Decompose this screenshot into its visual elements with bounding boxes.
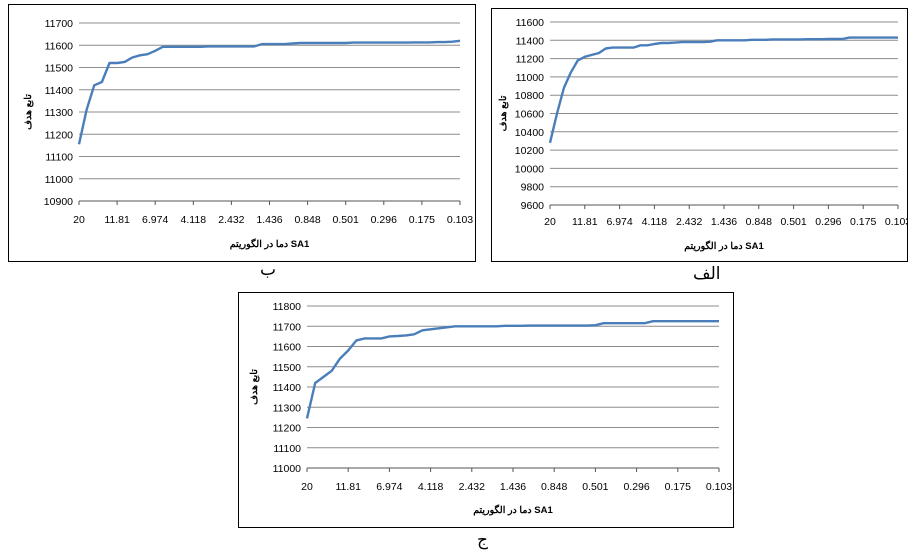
chart-panel-b: 10900 11000 11100 11200 11300 11400 11500 11600… [8, 4, 476, 262]
x-tick-label: 0.296 [623, 481, 649, 493]
x-axis-title: دما در الگوریتم SA1 [230, 237, 310, 250]
y-tick-label: 9600 [521, 200, 545, 212]
x-tick-label: 0.296 [815, 216, 841, 228]
line-chart-alef: 9600 9800 10000 10200 10400 10600 10800 11000 11… [498, 17, 907, 252]
x-tick-label: 2.432 [459, 481, 485, 493]
y-tick-label: 10900 [44, 196, 73, 208]
y-tick-label: 10600 [515, 109, 544, 121]
y-tick-label: 11200 [273, 423, 302, 435]
x-tick-label: 2.432 [676, 216, 702, 228]
x-tick-label: 0.501 [780, 216, 806, 228]
x-axis-title: دما در الگوریتم SA1 [684, 239, 764, 252]
x-tick-label: 1.436 [500, 481, 526, 493]
x-tick-label: 6.974 [142, 214, 168, 226]
y-tick-label: 11400 [516, 35, 545, 47]
y-tick-label: 11000 [45, 174, 74, 186]
x-tick-label: 1.436 [256, 214, 282, 226]
x-tick-label: 0.501 [582, 481, 608, 493]
chart-panel-jim: 11000 11100 11200 11300 11400 11500 11600 11700… [238, 292, 734, 528]
x-tick-label: 0.848 [746, 216, 772, 228]
x-tick-label: 0.103 [706, 481, 732, 493]
y-tick-label: 9800 [521, 182, 545, 194]
y-tick-label: 11600 [516, 17, 545, 29]
x-axis-title: دما در الگوریتم SA1 [473, 503, 553, 516]
series-line [77, 39, 461, 145]
y-axis-title: تابع هدف [23, 94, 34, 130]
x-tick-label: 0.848 [294, 214, 320, 226]
x-tick-label: 11.81 [104, 214, 130, 226]
x-tick-label: 1.436 [711, 216, 737, 228]
x-tick-label: 20 [73, 214, 85, 226]
x-tick-label: 20 [301, 481, 313, 493]
y-tick-label: 11500 [273, 362, 302, 374]
x-tick-label: 11.81 [572, 216, 598, 228]
chart-panel-alef: 9600 9800 10000 10200 10400 10600 10800 11000 11… [491, 8, 908, 262]
chart-caption-alef: الف [693, 264, 721, 284]
y-tick-label: 11100 [273, 443, 301, 455]
x-tick-label: 0.175 [665, 481, 691, 493]
x-tick-label: 0.501 [333, 214, 359, 226]
y-tick-label: 11400 [273, 382, 302, 394]
x-tick-label: 4.118 [642, 216, 668, 228]
y-tick-label: 10200 [515, 145, 544, 157]
x-tick-label: 6.974 [376, 481, 402, 493]
y-tick-label: 11200 [45, 129, 74, 141]
y-tick-label: 11600 [273, 342, 302, 354]
y-tick-label: 11500 [45, 63, 74, 75]
y-tick-label: 10800 [515, 90, 544, 102]
series-line [305, 320, 719, 419]
y-tick-label: 11000 [516, 72, 545, 84]
x-tick-label: 4.118 [418, 481, 444, 493]
y-tick-label: 10000 [515, 163, 544, 175]
y-tick-label: 11300 [45, 107, 74, 119]
x-tick-label: 0.103 [447, 214, 473, 226]
x-tick-label: 4.118 [181, 214, 207, 226]
x-tick-label: 11.81 [335, 481, 361, 493]
y-tick-label: 11100 [45, 152, 73, 164]
x-tick-label: 0.175 [850, 216, 876, 228]
x-tick-label: 6.974 [606, 216, 632, 228]
x-tick-label: 0.103 [885, 216, 907, 228]
series-line [548, 36, 898, 144]
x-tick-label: 0.848 [541, 481, 567, 493]
chart-caption-b: ب [260, 260, 277, 280]
x-tick-label: 2.432 [218, 214, 244, 226]
x-tick-label: 0.296 [371, 214, 397, 226]
chart-caption-jim: ج [477, 530, 488, 550]
y-tick-label: 11000 [273, 463, 302, 475]
y-tick-label: 11200 [516, 54, 545, 66]
y-tick-label: 11700 [45, 18, 74, 30]
y-axis-title: تابع هدف [498, 95, 509, 131]
line-chart-jim: 11000 11100 11200 11300 11400 11500 11600 11700… [249, 301, 732, 516]
x-tick-label: 0.175 [409, 214, 435, 226]
y-tick-label: 11800 [273, 301, 302, 313]
y-tick-label: 11700 [273, 321, 302, 333]
x-tick-label: 20 [544, 216, 556, 228]
y-tick-label: 11600 [45, 40, 74, 52]
y-tick-label: 11300 [273, 402, 302, 414]
y-tick-label: 10400 [515, 127, 544, 139]
y-axis-title: تابع هدف [249, 369, 260, 405]
line-chart-b: 10900 11000 11100 11200 11300 11400 11500 11600… [23, 18, 473, 250]
y-tick-label: 11400 [45, 85, 74, 97]
